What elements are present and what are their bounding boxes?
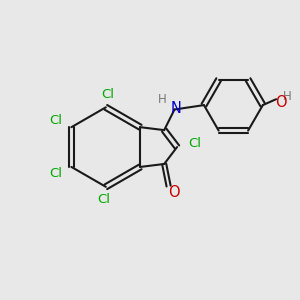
Text: O: O (168, 185, 180, 200)
Text: Cl: Cl (50, 114, 63, 127)
Text: Cl: Cl (102, 88, 115, 101)
Text: H: H (158, 93, 167, 106)
Text: Cl: Cl (50, 167, 63, 180)
Text: Cl: Cl (97, 193, 110, 206)
Text: H: H (283, 90, 291, 104)
Text: N: N (170, 101, 181, 116)
Text: Cl: Cl (188, 137, 201, 150)
Text: O: O (275, 95, 287, 110)
